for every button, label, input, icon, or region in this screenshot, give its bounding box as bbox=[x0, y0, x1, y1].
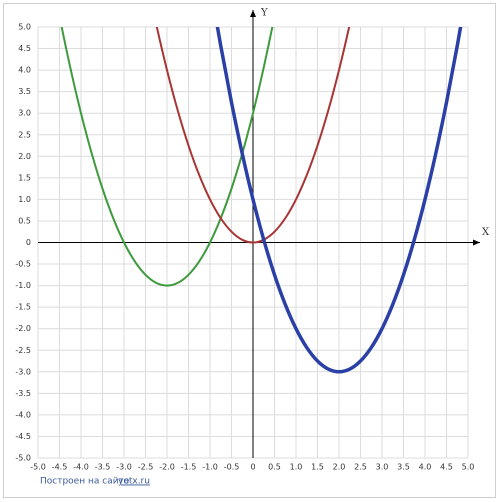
x-axis-label: X bbox=[482, 227, 490, 238]
y-axis-label: Y bbox=[260, 8, 268, 19]
y-tick-label: 0 bbox=[26, 238, 31, 247]
x-tick-label: -2.5 bbox=[138, 463, 154, 472]
credit-link[interactable]: yotx.ru bbox=[118, 477, 150, 487]
y-tick-label: -4.0 bbox=[15, 410, 31, 419]
x-tick-label: 4.0 bbox=[419, 463, 432, 472]
x-tick-label: 3.0 bbox=[376, 463, 389, 472]
y-tick-label: 1.5 bbox=[18, 173, 31, 182]
x-tick-label: -2.0 bbox=[159, 463, 175, 472]
curve bbox=[215, 27, 463, 374]
y-tick-label: 4.5 bbox=[18, 44, 31, 53]
y-tick-label: 3.5 bbox=[18, 87, 31, 96]
x-tick-label: 1.5 bbox=[311, 463, 324, 472]
y-tick-label: 2.5 bbox=[18, 130, 31, 139]
y-tick-label: 1.0 bbox=[18, 195, 31, 204]
y-tick-label: -3.5 bbox=[15, 389, 31, 398]
credit: Построен на сайте bbox=[40, 477, 130, 487]
x-tick-label: 4.5 bbox=[440, 463, 453, 472]
x-tick-label: 0 bbox=[250, 463, 255, 472]
y-tick-label: -5.0 bbox=[15, 454, 31, 463]
x-tick-label: -3.0 bbox=[116, 463, 132, 472]
x-tick-label: 2.5 bbox=[354, 463, 367, 472]
plot-area bbox=[60, 27, 463, 374]
x-axis-arrow bbox=[473, 239, 480, 246]
y-tick-label: -2.5 bbox=[15, 346, 31, 355]
x-tick-label: 3.5 bbox=[397, 463, 410, 472]
x-tick-label: 5.0 bbox=[462, 463, 475, 472]
y-tick-label: 5.0 bbox=[18, 23, 31, 32]
curve bbox=[155, 27, 351, 244]
y-tick-label: -1.0 bbox=[15, 281, 31, 290]
y-tick-label: 3.0 bbox=[18, 109, 31, 118]
y-tick-label: -2.0 bbox=[15, 324, 31, 333]
y-tick-label: -0.5 bbox=[15, 260, 31, 269]
curve bbox=[60, 27, 274, 287]
x-tick-label: 2.0 bbox=[333, 463, 346, 472]
x-tick-label: -4.0 bbox=[73, 463, 89, 472]
y-axis-arrow bbox=[250, 10, 256, 17]
x-tick-label: -4.5 bbox=[52, 463, 68, 472]
frame bbox=[3, 3, 496, 498]
y-tick-label: -1.5 bbox=[15, 303, 31, 312]
x-tick-label: -1.5 bbox=[181, 463, 197, 472]
x-tick-label: -1.0 bbox=[202, 463, 218, 472]
x-tick-label: -5.0 bbox=[30, 463, 46, 472]
y-tick-label: -3.0 bbox=[15, 367, 31, 376]
y-tick-label: -4.5 bbox=[15, 432, 31, 441]
x-tick-label: -0.5 bbox=[224, 463, 240, 472]
x-tick-label: 0.5 bbox=[268, 463, 281, 472]
x-tick-label: 1.0 bbox=[290, 463, 303, 472]
y-tick-label: 2.0 bbox=[18, 152, 31, 161]
y-tick-label: 4.0 bbox=[18, 66, 31, 75]
y-tick-label: 0.5 bbox=[18, 216, 31, 225]
x-tick-label: -3.5 bbox=[95, 463, 111, 472]
